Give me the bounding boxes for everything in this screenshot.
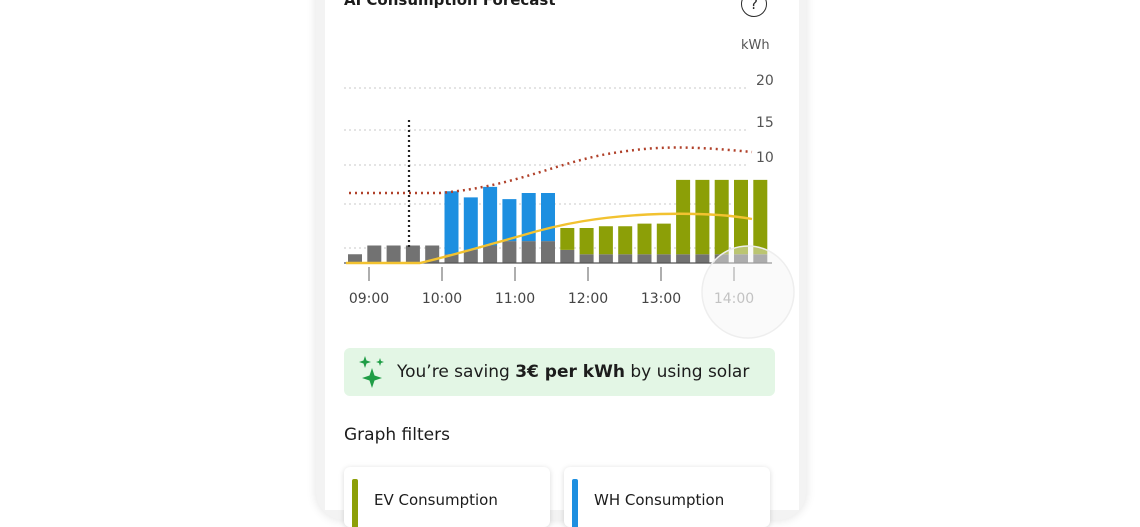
chart-bar-grid xyxy=(502,241,517,263)
x-tick-label: 11:00 xyxy=(495,291,535,307)
saving-banner: You’re saving 3€ per kWh by using solar xyxy=(344,348,775,396)
chart-bar-wh-consumption xyxy=(502,199,517,242)
chart-bar-ev-consumption xyxy=(753,179,768,255)
chart-bar-wh-consumption xyxy=(444,191,459,255)
filter-color-indicator xyxy=(572,479,578,527)
filter-color-indicator xyxy=(352,479,358,527)
solar-line xyxy=(346,212,753,265)
chart-bar-grid xyxy=(676,254,691,263)
chart-bar-grid xyxy=(714,254,729,263)
chart-bar-wh-consumption xyxy=(463,197,478,250)
help-glyph: ? xyxy=(750,0,758,13)
y-tick-label: 10 xyxy=(756,150,774,166)
chart-bar-grid xyxy=(483,245,498,263)
chart-bar-ev-consumption xyxy=(618,226,633,255)
chart-bar-ev-consumption xyxy=(637,223,652,255)
filter-wh-consumption[interactable]: WH Consumption xyxy=(564,467,770,527)
x-tick-label: 12:00 xyxy=(568,291,608,307)
filter-ev-consumption[interactable]: EV Consumption xyxy=(344,467,550,527)
chart-bar-grid xyxy=(753,254,768,263)
chart-bar-grid xyxy=(386,245,401,263)
chart-bar-ev-consumption xyxy=(598,226,613,255)
chart-bar-grid xyxy=(695,254,710,263)
x-tick-label: 10:00 xyxy=(422,291,462,307)
y-tick-label: 15 xyxy=(756,115,774,131)
graph-filters-title: Graph filters xyxy=(344,425,450,445)
x-tick-label: 13:00 xyxy=(641,291,681,307)
saving-text: You’re saving 3€ per kWh by using solar xyxy=(397,362,749,382)
page-title: AI Consumption Forecast xyxy=(344,0,556,9)
saving-text-prefix: You’re saving xyxy=(397,362,516,382)
saving-text-emphasis: 3€ per kWh xyxy=(515,362,625,382)
chart-bar-grid xyxy=(579,254,594,263)
chart-bar-grid xyxy=(637,254,652,263)
chart-bar-wh-consumption xyxy=(521,193,536,242)
chart-bar-grid xyxy=(618,254,633,263)
chart-bar-wh-consumption xyxy=(541,193,555,242)
filter-label: WH Consumption xyxy=(594,491,725,509)
chart-bar-ev-consumption xyxy=(714,179,729,255)
chart-bar-ev-consumption xyxy=(579,228,594,255)
y-tick-label: 20 xyxy=(756,73,774,89)
x-tick-label: 09:00 xyxy=(349,291,389,307)
chart-bar-ev-consumption xyxy=(676,179,691,255)
chart-bar-ev-consumption xyxy=(656,223,671,255)
chart-bar-grid xyxy=(598,254,613,263)
chart-bar-ev-consumption xyxy=(695,179,710,255)
chart-bar-grid xyxy=(521,241,536,263)
chart-bar-grid xyxy=(734,254,748,263)
chart-bar-grid xyxy=(656,254,671,263)
chart-bar-grid xyxy=(444,254,459,263)
tap-highlight xyxy=(701,245,795,339)
chart-bar-grid xyxy=(463,249,478,263)
chart-bar-grid xyxy=(541,241,555,263)
chart-bar-wh-consumption xyxy=(483,186,498,246)
sparkles-icon xyxy=(359,356,384,388)
x-tick-label: 14:00 xyxy=(714,291,754,307)
saving-text-suffix: by using solar xyxy=(624,362,750,382)
chart-bar-grid xyxy=(367,245,382,263)
chart-bar-grid xyxy=(560,249,575,263)
filter-label: EV Consumption xyxy=(374,491,498,509)
chart-bar-grid xyxy=(348,254,362,263)
chart-bar-ev-consumption xyxy=(560,228,575,250)
chart-unit-label: kWh xyxy=(741,38,770,53)
chart-bar-grid xyxy=(405,245,420,263)
